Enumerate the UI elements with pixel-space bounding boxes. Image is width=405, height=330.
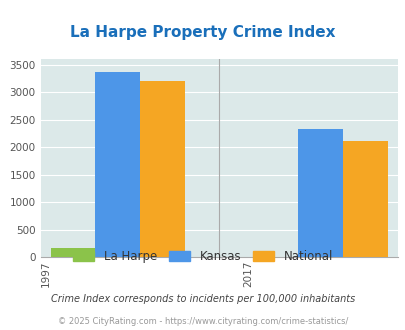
Legend: La Harpe, Kansas, National: La Harpe, Kansas, National bbox=[69, 246, 336, 266]
Text: La Harpe Property Crime Index: La Harpe Property Crime Index bbox=[70, 25, 335, 40]
Bar bbox=[342, 141, 387, 257]
Bar bbox=[95, 72, 140, 257]
Text: © 2025 CityRating.com - https://www.cityrating.com/crime-statistics/: © 2025 CityRating.com - https://www.city… bbox=[58, 317, 347, 326]
Bar bbox=[140, 81, 184, 257]
Text: Crime Index corresponds to incidents per 100,000 inhabitants: Crime Index corresponds to incidents per… bbox=[51, 294, 354, 304]
Bar bbox=[298, 129, 342, 257]
Bar bbox=[51, 248, 95, 257]
